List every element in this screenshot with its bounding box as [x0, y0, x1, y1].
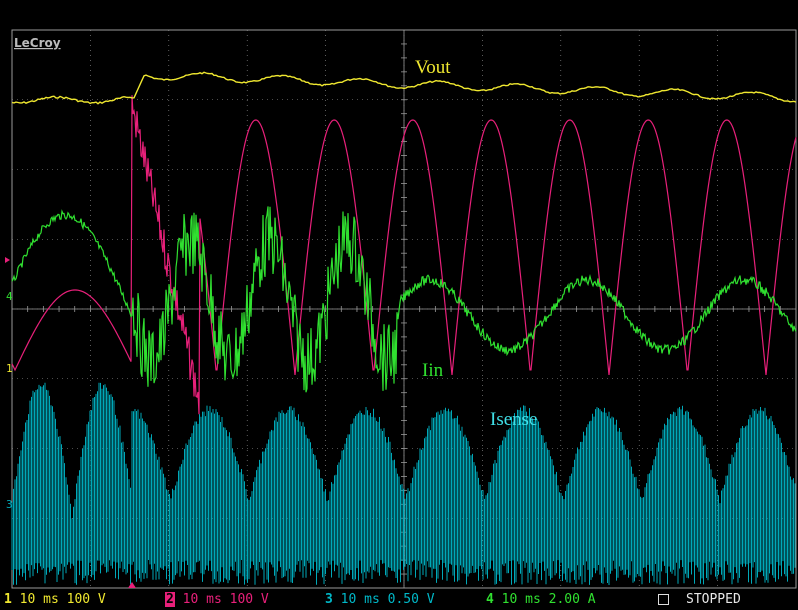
ch4-setting[interactable]: 4 10 ms 2.00 A: [486, 590, 596, 610]
ch3-level-marker: 3: [6, 498, 13, 511]
label-isense: Isense: [490, 409, 537, 430]
ch2-setting[interactable]: 2 10 ms 100 V: [165, 590, 269, 610]
ch3-number: 3: [325, 592, 333, 607]
ch1-number: 1: [4, 592, 12, 607]
ch3-scale: 0.50 V: [387, 592, 435, 607]
ch2-timebase: 10 ms: [182, 592, 222, 607]
acquisition-status: STOPPED: [686, 592, 741, 607]
ch1-level-marker: 1: [6, 362, 13, 375]
label-vout: Vout: [415, 57, 451, 78]
ch2-scale: 100 V: [229, 592, 269, 607]
ch1-setting[interactable]: 1 10 ms 100 V: [4, 590, 106, 610]
trace-iin: [11, 206, 797, 393]
ch3-timebase: 10 ms: [340, 592, 380, 607]
label-iin: Iin: [422, 360, 444, 381]
ch1-timebase: 10 ms: [19, 592, 59, 607]
ch4-number: 4: [486, 592, 494, 607]
brand-logo: LeCroy: [14, 36, 61, 50]
ch1-scale: 100 V: [66, 592, 106, 607]
trace-vout: [11, 71, 797, 105]
ch4-scale: 2.00 A: [548, 592, 596, 607]
ch2-number: 2: [165, 592, 175, 607]
acquisition-indicator-icon: [658, 594, 669, 605]
waveform-display: LeCroy Vout Iin Isense 4 1 3: [5, 29, 797, 589]
ch4-level-marker: 4: [6, 290, 13, 303]
trace-isense: [11, 382, 796, 585]
trigger-marker: [128, 582, 136, 588]
ch4-timebase: 10 ms: [501, 592, 541, 607]
status-bar: 1 10 ms 100 V 2 10 ms 100 V 3 10 ms 0.50…: [0, 590, 798, 610]
ch3-setting[interactable]: 3 10 ms 0.50 V: [325, 590, 435, 610]
ch2-level-marker: [5, 257, 10, 263]
trace-ch2: [11, 95, 797, 415]
